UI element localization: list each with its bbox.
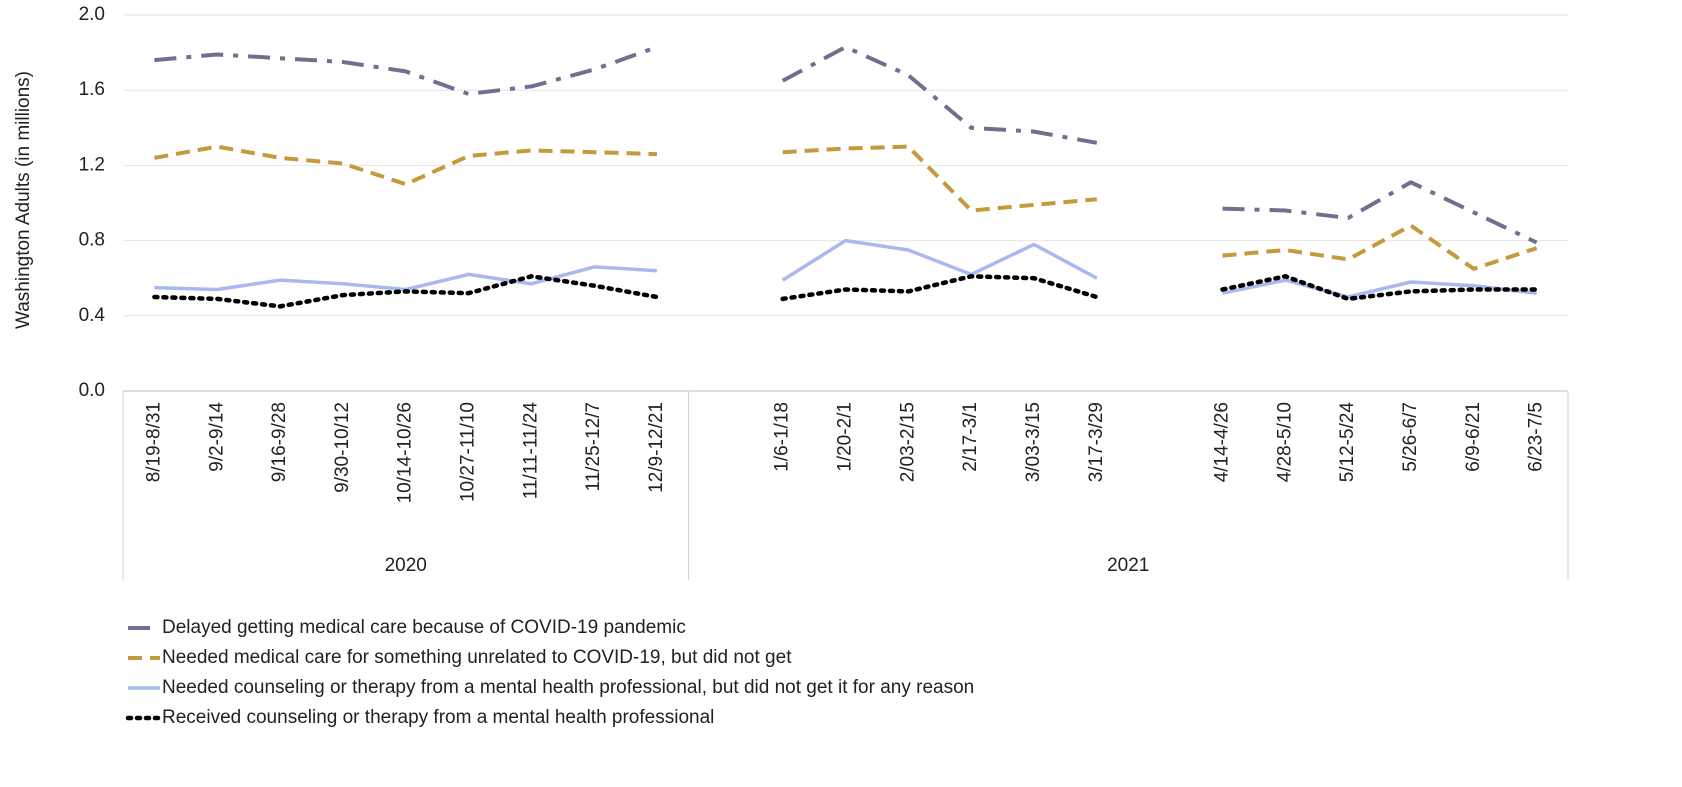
y-tick-label: 1.2 <box>79 154 105 175</box>
x-tick-label: 4/28-5/10 <box>1274 402 1295 482</box>
y-tick-label: 0.0 <box>79 380 105 401</box>
series-line <box>154 144 1538 271</box>
x-tick-label: 9/2-9/14 <box>206 402 227 472</box>
x-tick-label: 1/6-1/18 <box>772 402 793 472</box>
legend-label: Received counseling or therapy from a me… <box>162 707 714 728</box>
x-tick-label: 2/17-3/1 <box>960 402 981 472</box>
series-line <box>154 45 1538 245</box>
legend-label: Delayed getting medical care because of … <box>162 617 686 638</box>
x-tick-label: 1/20-2/1 <box>835 402 856 472</box>
x-tick-label: 10/14-10/26 <box>395 402 416 503</box>
x-group-label: 2020 <box>385 555 427 576</box>
x-tick-label: 10/27-11/10 <box>458 402 479 502</box>
x-tick-label: 9/16-9/28 <box>269 402 290 482</box>
x-tick-label: 6/9-6/21 <box>1463 402 1484 472</box>
x-tick-label: 9/30-10/12 <box>332 402 353 493</box>
x-tick-label: 8/19-8/31 <box>143 402 164 482</box>
x-tick-label: 3/17-3/29 <box>1086 402 1107 482</box>
series-line <box>152 274 1539 309</box>
y-tick-label: 0.8 <box>79 230 105 251</box>
x-group-label: 2021 <box>1107 555 1149 576</box>
y-tick-label: 2.0 <box>79 4 105 25</box>
x-tick-label: 11/25-12/7 <box>583 402 604 491</box>
y-tick-label: 1.6 <box>79 79 105 100</box>
x-tick-label: 6/23-7/5 <box>1526 402 1547 472</box>
y-tick-label: 0.4 <box>79 305 106 326</box>
x-tick-label: 2/03-2/15 <box>897 402 918 482</box>
x-tick-label: 4/14-4/26 <box>1211 402 1232 482</box>
y-axis-label: Washington Adults (in millions) <box>13 71 34 329</box>
legend-label: Needed counseling or therapy from a ment… <box>162 677 974 698</box>
x-tick-label: 12/9-12/21 <box>646 402 667 493</box>
x-tick-label: 3/03-3/15 <box>1023 402 1044 482</box>
x-tick-label: 5/26-6/7 <box>1400 402 1421 472</box>
legend-label: Needed medical care for something unrela… <box>162 647 792 668</box>
x-tick-label: 5/12-5/24 <box>1337 402 1358 483</box>
x-tick-label: 11/11-11/24 <box>520 402 541 500</box>
